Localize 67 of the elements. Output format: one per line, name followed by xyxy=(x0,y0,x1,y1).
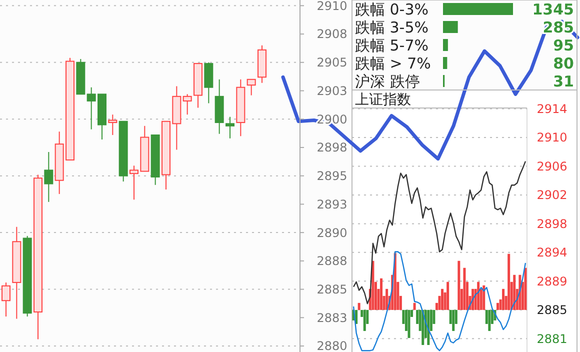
y-tick-label: 2898 xyxy=(536,216,568,231)
bar xyxy=(408,310,410,338)
bar xyxy=(363,310,366,331)
y-tick-label: 2905 xyxy=(316,56,348,70)
y-tick-label: 2880 xyxy=(316,339,348,352)
data-label: 80 xyxy=(553,54,574,72)
y-tick-label: 2889 xyxy=(536,274,568,288)
bar xyxy=(422,310,424,345)
y-tick-label: 跌幅 0-3% xyxy=(355,0,429,18)
bar xyxy=(443,57,448,69)
bar xyxy=(463,268,466,310)
bar xyxy=(358,302,360,310)
bar xyxy=(372,260,374,310)
y-tick-label: 2885 xyxy=(316,282,348,296)
bar xyxy=(452,310,455,331)
bar xyxy=(482,285,486,310)
bar xyxy=(508,254,510,310)
bar xyxy=(443,39,448,51)
y-tick-label: 2906 xyxy=(536,159,568,174)
y-tick-label: 2885 xyxy=(536,303,568,318)
y-tick-label: 2894 xyxy=(536,246,568,260)
bar xyxy=(458,260,460,310)
candlestick xyxy=(204,62,214,104)
y-tick-label: 2881 xyxy=(536,332,568,346)
candlestick xyxy=(182,94,192,116)
data-label: 1345 xyxy=(532,0,574,18)
bar xyxy=(502,288,505,310)
y-tick-label: 2893 xyxy=(316,197,348,212)
y-tick-label: 跌幅 > 7% xyxy=(355,54,431,72)
y-tick-label: 2908 xyxy=(316,27,348,42)
y-tick-label: 2895 xyxy=(316,169,348,184)
y-tick-label: 跌幅 5-7% xyxy=(355,36,429,54)
data-label: 31 xyxy=(553,72,574,90)
y-tick-label: 2914 xyxy=(536,102,568,116)
candlestick xyxy=(2,282,10,318)
y-tick-label: 沪深 跌停 xyxy=(355,72,420,90)
y-tick-label: 2883 xyxy=(316,310,348,325)
bar xyxy=(441,288,444,310)
bar xyxy=(488,310,491,331)
y-tick-label: 跌幅 3-5% xyxy=(355,18,429,36)
data-label: 95 xyxy=(553,36,574,54)
candlestick xyxy=(44,152,54,202)
bar xyxy=(477,282,480,310)
bar xyxy=(380,278,383,310)
candlestick xyxy=(246,78,256,96)
bar xyxy=(446,282,450,310)
candlestick xyxy=(226,116,234,139)
line-series xyxy=(352,251,526,352)
bar xyxy=(443,3,513,15)
bar xyxy=(386,288,388,310)
bar xyxy=(443,21,458,33)
y-tick-label: 2898 xyxy=(316,140,348,155)
bar xyxy=(413,302,416,310)
line-series xyxy=(352,160,526,304)
bar xyxy=(427,310,430,345)
bar xyxy=(513,274,516,310)
chart-title: 上证指数 xyxy=(355,92,411,108)
y-tick-label: 2902 xyxy=(536,188,568,202)
bar xyxy=(496,302,499,310)
y-tick-label: 2890 xyxy=(316,226,348,240)
y-tick-label: 2910 xyxy=(316,0,348,13)
bar xyxy=(524,268,527,310)
y-tick-label: 2910 xyxy=(536,130,568,145)
y-tick-label: 2888 xyxy=(316,254,348,268)
candlestick xyxy=(108,114,118,136)
y-tick-label: 2903 xyxy=(316,84,348,98)
y-tick-label: 2900 xyxy=(316,112,348,126)
